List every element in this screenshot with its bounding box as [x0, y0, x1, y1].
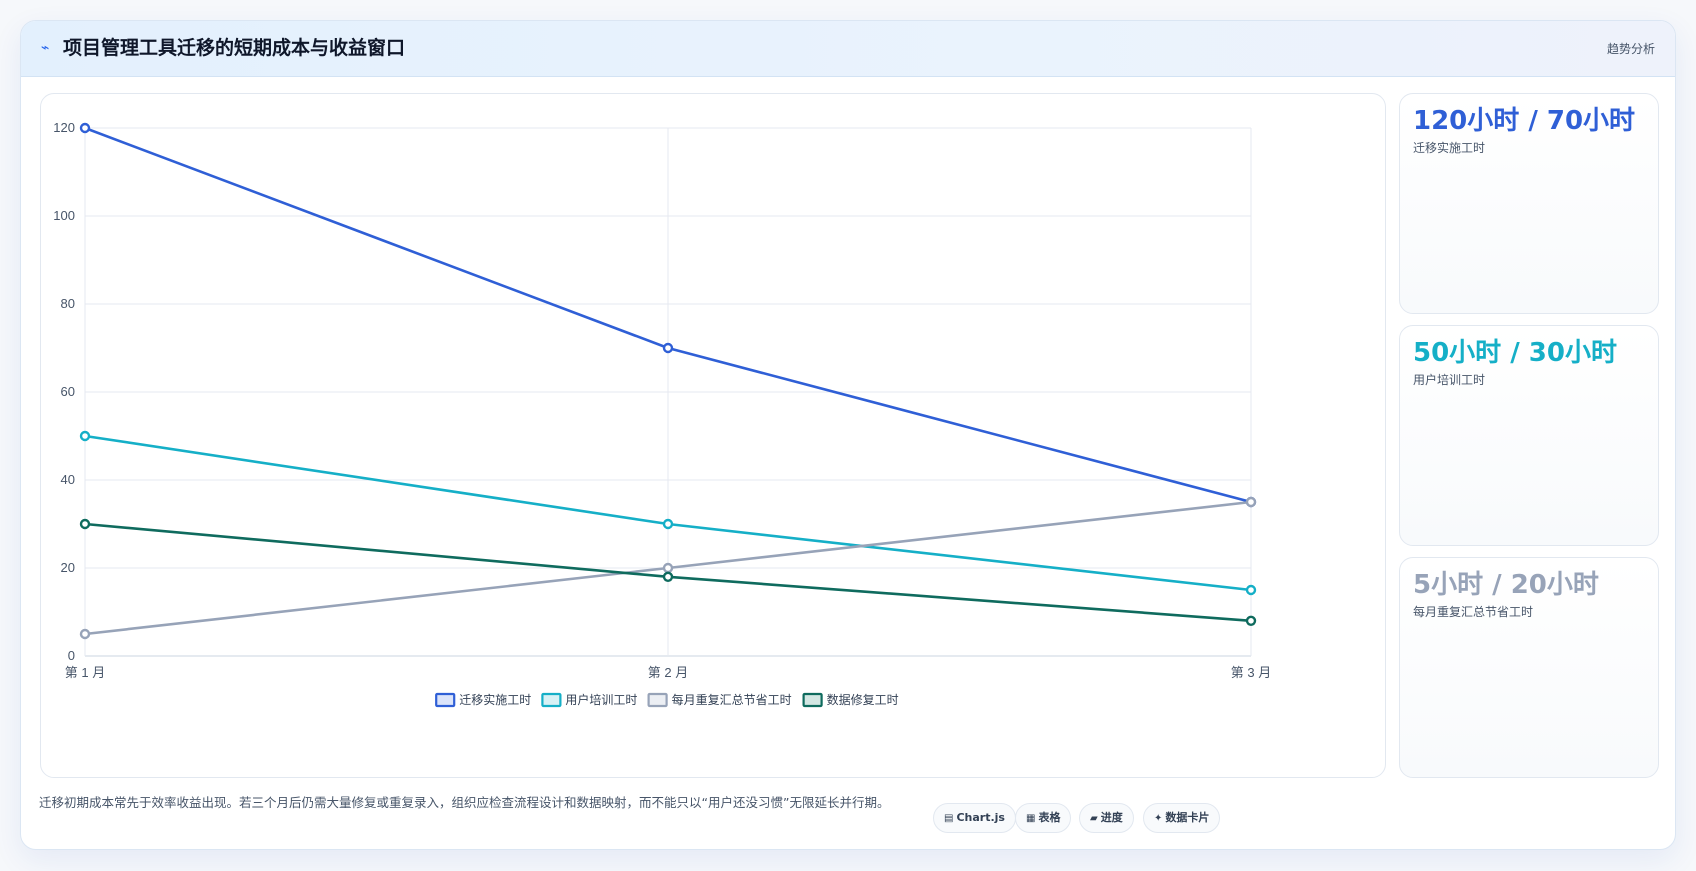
footnote: 迁移初期成本常先于效率收益出现。若三个月后仍需大量修复或重复录入，组织应检查流程… [39, 795, 890, 810]
data-point [662, 562, 674, 574]
trend-icon: ⌁ [41, 40, 50, 56]
stat-value: 5小时 / 20小时 [1413, 570, 1599, 600]
stat-label: 用户培训工时 [1413, 373, 1486, 387]
stat-value: 120小时 / 70小时 [1413, 106, 1636, 136]
x-tick-label: 第 3 月 [1231, 665, 1271, 680]
legend-label: 迁移实施工时 [459, 692, 531, 707]
pill-data-cards[interactable]: ✦ 数据卡片 [1143, 803, 1221, 833]
y-tick-label: 60 [61, 384, 75, 399]
x-tick-label: 第 2 月 [648, 665, 688, 680]
data-point [79, 518, 91, 530]
legend-label: 用户培训工时 [565, 692, 637, 707]
pill-chartjs[interactable]: ▤ Chart.js [933, 803, 1016, 833]
stat-cards: 120小时 / 70小时 迁移实施工时 50小时 / 30小时 用户培训工时 5… [1399, 93, 1659, 778]
pill-label: 进度 [1100, 811, 1123, 824]
data-point [1245, 615, 1257, 626]
legend-swatch [647, 692, 668, 708]
data-point [79, 122, 91, 134]
legend-label: 每月重复汇总节省工时 [672, 692, 792, 707]
pill-label: Chart.js [956, 811, 1005, 824]
stat-label: 每月重复汇总节省工时 [1413, 605, 1534, 619]
y-tick-label: 80 [61, 296, 75, 311]
stat-label: 迁移实施工时 [1413, 141, 1486, 155]
page-title: 项目管理工具迁移的短期成本与收益窗口 [63, 37, 406, 59]
y-tick-label: 20 [61, 560, 75, 575]
report-card: ⌁ 项目管理工具迁移的短期成本与收益窗口 趋势分析 0 20 40 60 80 100 12… [20, 20, 1676, 850]
y-tick-label: 40 [61, 472, 75, 487]
legend-swatch [802, 692, 823, 708]
stat-card-savings: 5小时 / 20小时 每月重复汇总节省工时 [1399, 557, 1659, 778]
pill-label: 表格 [1038, 811, 1061, 824]
pill-label: 数据卡片 [1165, 811, 1210, 824]
stat-card-training: 50小时 / 30小时 用户培训工时 [1399, 325, 1659, 546]
header-tag: 趋势分析 [1606, 42, 1655, 56]
data-point [1245, 584, 1257, 596]
y-tick-label: 100 [53, 208, 75, 223]
data-point [662, 571, 674, 582]
progress-icon: ▰ [1090, 813, 1098, 824]
stat-card-migration: 120小时 / 70小时 迁移实施工时 [1399, 93, 1659, 314]
legend-swatch [435, 692, 456, 708]
sparkle-icon: ✦ [1154, 813, 1163, 824]
chart-icon: ▤ [944, 813, 954, 824]
data-point [1245, 496, 1257, 508]
chart-panel: 0 20 40 60 80 100 120 第 1 月 第 2 月 第 3 月迁移实施工时 用户培训… [40, 93, 1386, 778]
x-tick-label: 第 1 月 [65, 665, 105, 680]
table-icon: ▦ [1026, 813, 1036, 824]
card-header: ⌁ 项目管理工具迁移的短期成本与收益窗口 趋势分析 [21, 21, 1675, 77]
y-tick-label: 120 [53, 120, 75, 135]
legend-swatch [541, 692, 562, 708]
data-point [79, 628, 91, 640]
stat-value: 50小时 / 30小时 [1413, 338, 1617, 368]
data-point [79, 430, 91, 442]
data-point [662, 518, 674, 530]
pill-table[interactable]: ▦ 表格 [1015, 803, 1072, 833]
data-point [662, 342, 674, 354]
legend-label: 数据修复工时 [827, 692, 899, 707]
y-tick-label: 0 [68, 648, 75, 663]
pill-progress[interactable]: ▰ 进度 [1079, 803, 1134, 833]
